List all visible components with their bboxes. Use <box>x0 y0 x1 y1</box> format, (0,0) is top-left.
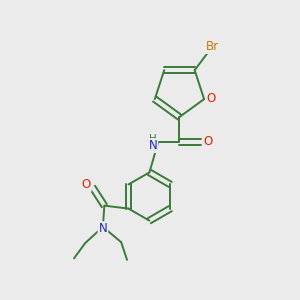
Text: N: N <box>148 139 157 152</box>
Text: O: O <box>82 178 91 191</box>
Text: N: N <box>98 222 107 235</box>
Text: O: O <box>203 135 213 148</box>
Text: Br: Br <box>206 40 219 53</box>
Text: H: H <box>149 134 157 143</box>
Text: O: O <box>206 92 215 105</box>
